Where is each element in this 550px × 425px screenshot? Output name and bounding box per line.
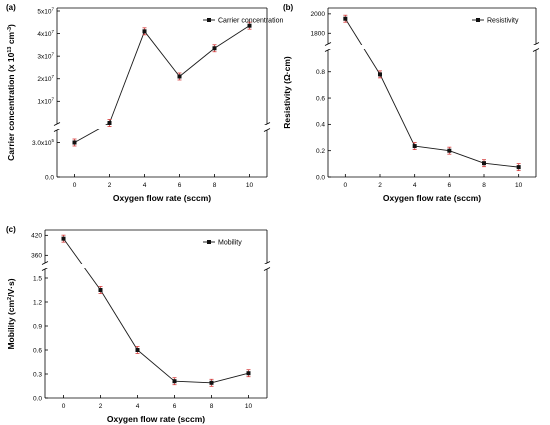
y-tick-label: 1x107 [37, 97, 54, 106]
x-axis-label: Oxygen flow rate (sccm) [107, 414, 205, 424]
y-tick-label: 3x107 [37, 51, 54, 60]
y-tick-label: 0.6 [33, 347, 42, 354]
y-tick-label: 5x107 [37, 6, 54, 15]
series-line-segment [449, 150, 485, 164]
y-tick-label: 0.6 [316, 95, 325, 102]
data-point [142, 29, 147, 34]
data-point [482, 161, 486, 166]
data-point [172, 379, 177, 384]
x-tick-label: 10 [246, 182, 254, 189]
x-tick-label: 0 [62, 403, 66, 410]
x-tick-label: 8 [482, 182, 486, 189]
data-point [247, 23, 252, 28]
data-point [135, 348, 140, 352]
data-point [516, 165, 521, 170]
data-point [246, 371, 251, 376]
y-axis-label: Carrier concentration (x 1013 cm-3) [6, 24, 16, 161]
x-tick-label: 4 [143, 182, 147, 189]
legend-label: Resistivity [487, 18, 519, 25]
series-line-segment [414, 145, 450, 152]
series-line-segment [137, 349, 175, 382]
x-tick-label: 6 [448, 182, 452, 189]
y-tick-label: 3.0x105 [32, 138, 55, 147]
x-axis-label: Oxygen flow rate (sccm) [383, 193, 481, 203]
x-tick-label: 0 [73, 182, 77, 189]
axis-break-mark [263, 267, 271, 271]
series-line-segment [179, 47, 215, 77]
y-tick-label: 0.9 [33, 323, 42, 330]
data-point [343, 16, 348, 21]
series-line-segment [109, 31, 145, 124]
data-point [98, 288, 103, 292]
data-point [209, 380, 214, 385]
series-line-segment [483, 162, 519, 168]
data-point [378, 72, 382, 77]
axis-break-mark [324, 42, 332, 46]
axis-break-mark [53, 122, 61, 126]
x-tick-label: 6 [173, 403, 177, 410]
legend-marker [476, 18, 480, 22]
y-tick-label: 2000 [311, 11, 326, 18]
chart-panel-2: 0 2 4 6 8 10 0.0 0.2 0.4 0.6 0.8 1800 2000 Oxygen flo… [282, 3, 540, 203]
y-tick-label: 1800 [311, 31, 326, 38]
axis-break-gap [329, 45, 535, 49]
panel-label: (b) [283, 3, 294, 12]
legend-label: Mobility [218, 240, 242, 247]
y-tick-label: 0.0 [316, 174, 325, 181]
y-tick-label: 420 [31, 233, 42, 240]
y-tick-label: 0.3 [33, 371, 42, 378]
y-tick-label: 2x107 [37, 74, 54, 83]
data-point [177, 74, 182, 79]
y-tick-label: 360 [31, 253, 42, 260]
legend-marker [207, 240, 211, 244]
x-tick-label: 8 [213, 182, 217, 189]
data-point [61, 236, 66, 241]
panel-label: (c) [6, 225, 16, 234]
series-line-segment [174, 380, 212, 384]
x-tick-label: 2 [108, 182, 112, 189]
legend-marker [207, 18, 211, 22]
y-tick-label: 4x107 [37, 29, 54, 38]
data-point [107, 120, 112, 125]
data-point [447, 148, 452, 153]
chart-panel-3: 0 2 4 6 8 10 0.0 0.3 0.6 0.9 1.2 1.5 360 420 Oxygen fl… [6, 225, 271, 424]
x-tick-label: 8 [210, 403, 214, 410]
y-tick-label: 0.0 [33, 395, 42, 402]
x-tick-label: 10 [245, 403, 253, 410]
panel-label: (a) [6, 3, 16, 12]
axis-break-mark [263, 128, 271, 132]
y-tick-label: 0.4 [316, 122, 325, 129]
x-tick-label: 6 [178, 182, 182, 189]
axis-break-mark [532, 48, 540, 52]
y-tick-label: 0.8 [316, 69, 325, 76]
y-axis-label: Mobility (cm2/V·s) [6, 278, 16, 349]
x-tick-label: 0 [344, 182, 348, 189]
y-tick-label: 1.5 [33, 275, 42, 282]
axis-break-gap [58, 125, 266, 129]
y-tick-label: 0.0 [45, 174, 54, 181]
y-tick-label: 0.2 [316, 148, 325, 155]
series-line-segment [214, 25, 250, 49]
axis-break-gap [46, 264, 266, 268]
x-tick-label: 2 [99, 403, 103, 410]
data-point [212, 46, 217, 51]
x-tick-label: 4 [413, 182, 417, 189]
series-line-segment [144, 31, 180, 77]
axis-break-mark [41, 261, 49, 265]
x-tick-label: 10 [515, 182, 523, 189]
x-axis-label: Oxygen flow rate (sccm) [113, 193, 211, 203]
data-point [72, 140, 77, 145]
y-tick-label: 1.2 [33, 299, 42, 306]
y-axis-label: Resistivity (Ω·cm) [282, 56, 292, 129]
series-line-segment [379, 74, 416, 147]
x-tick-label: 4 [136, 403, 140, 410]
chart-panel-1: 0 2 4 6 8 10 0.0 3.0x105 1x107 2x107 3x107 4x107 5x1… [6, 3, 283, 203]
series-line-segment [100, 289, 138, 351]
data-point [412, 144, 417, 149]
series-line-segment [211, 372, 249, 384]
legend-label: Carrier concentration [218, 18, 283, 25]
x-tick-label: 2 [378, 182, 382, 189]
